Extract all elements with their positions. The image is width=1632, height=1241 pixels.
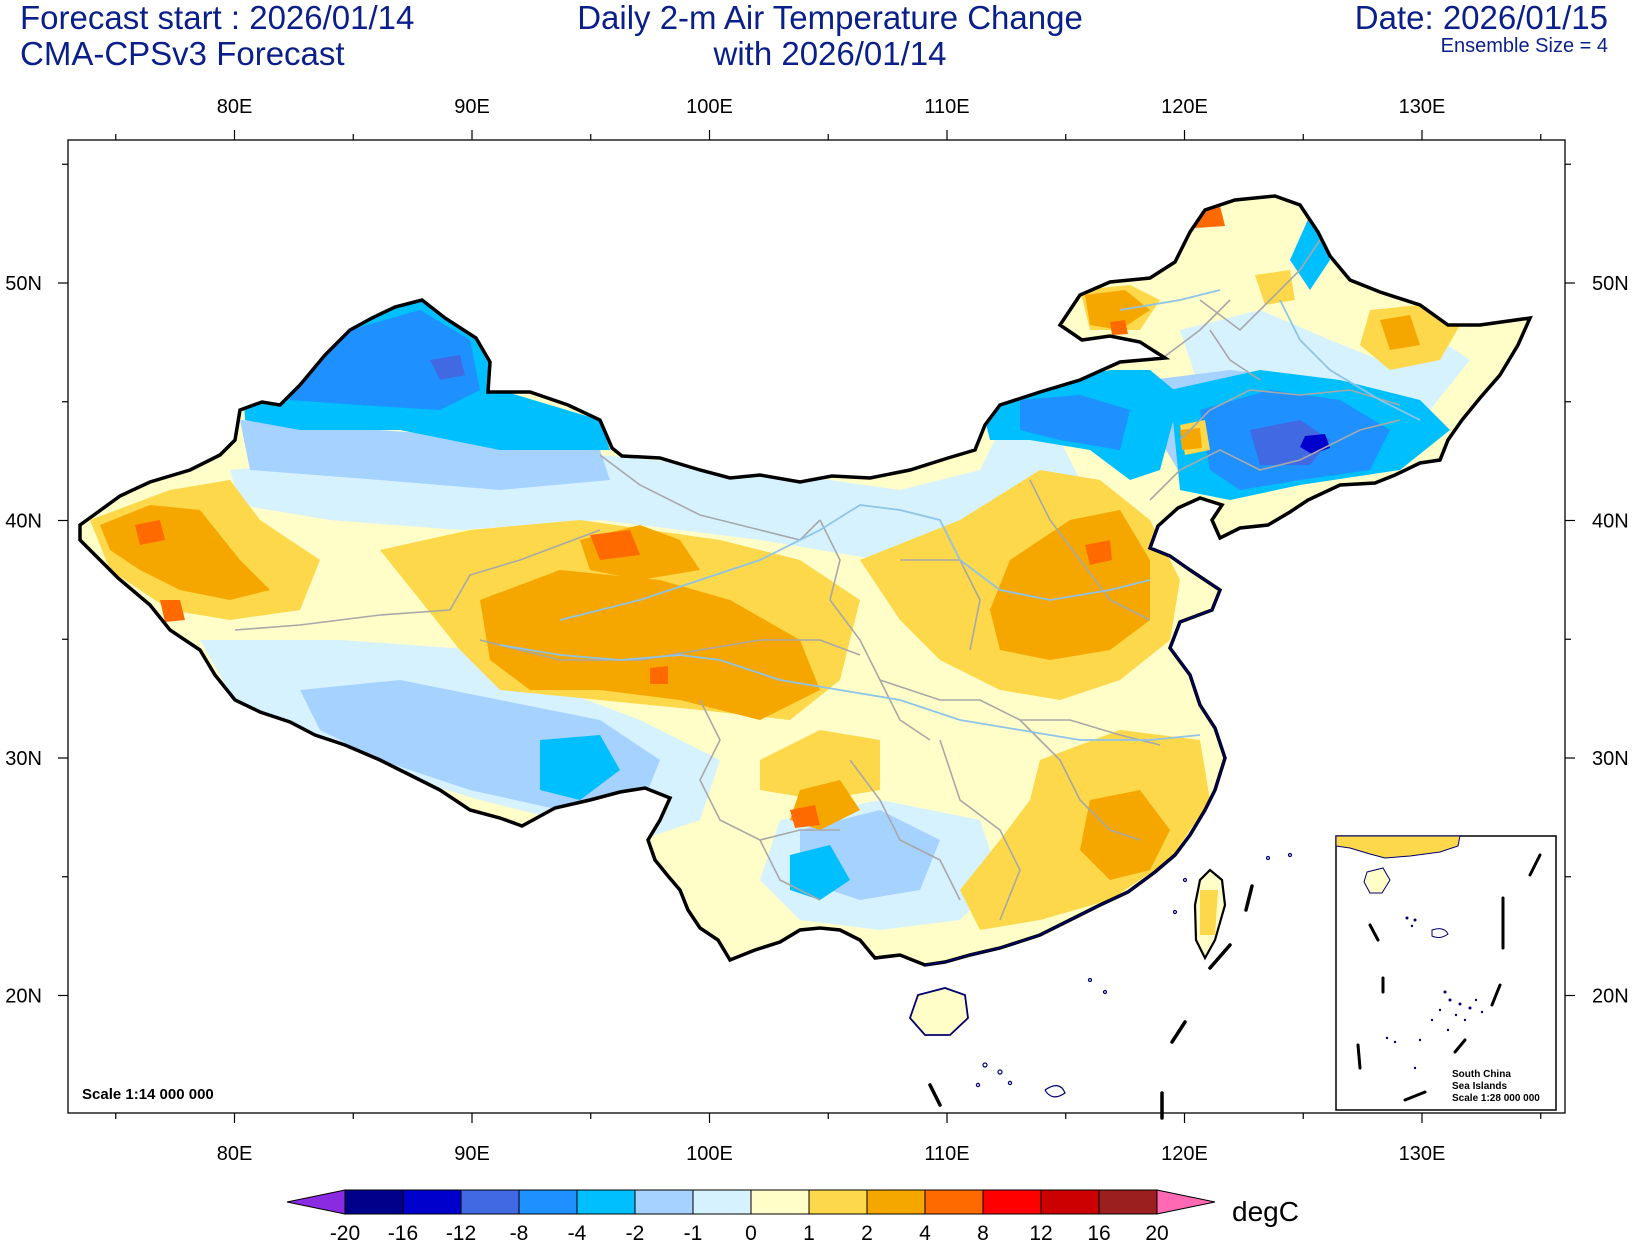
map-title: Daily 2-m Air Temperature Change with 20… [430, 0, 1230, 72]
colorbar-swatch [460, 1189, 520, 1215]
colorbar-swatch [518, 1189, 578, 1215]
small-islands [975, 852, 1293, 1098]
colorbar-swatch [1098, 1189, 1158, 1215]
title-line2: with 2026/01/14 [713, 35, 947, 72]
colorbar-tick-label: -20 [330, 1222, 360, 1241]
colorbar-swatch [634, 1189, 694, 1215]
forecast-start-text: Forecast start : 2026/01/14 [20, 0, 415, 36]
colorbar-tick-label: 8 [977, 1222, 989, 1241]
lat-label-left: 30N [5, 748, 42, 770]
maritime-boundary-dashes [928, 884, 1254, 1120]
colorbar-swatch [692, 1189, 752, 1215]
lon-label-bottom: 90E [454, 1143, 490, 1165]
latitude-labels-left: 50N 40N 30N 20N [5, 273, 42, 1008]
colorbar-swatch [344, 1189, 404, 1215]
colorbar-tick-label: 20 [1145, 1222, 1168, 1241]
title-line1: Daily 2-m Air Temperature Change [577, 0, 1083, 36]
colorbar-tick-label: -12 [446, 1222, 476, 1241]
lon-label-bottom: 120E [1161, 1143, 1208, 1165]
colorbar-swatch [750, 1189, 810, 1215]
longitude-labels-top: 80E 90E 100E 110E 120E 130E [217, 96, 1446, 118]
inset-label-line1: South China [1452, 1069, 1511, 1080]
colorbar-tick-label: -2 [626, 1222, 645, 1241]
colorbar-tick-label: -1 [684, 1222, 703, 1241]
lon-label-bottom: 110E [924, 1143, 969, 1165]
province-boundaries [234, 239, 1401, 921]
lat-label-left: 20N [5, 986, 42, 1008]
lon-label-top: 120E [1161, 96, 1208, 118]
lon-label-top: 130E [1399, 96, 1446, 118]
lon-label-top: 80E [217, 96, 253, 118]
forecast-header-left: Forecast start : 2026/01/14 CMA-CPSv3 Fo… [20, 0, 414, 72]
lon-label-bottom: 80E [217, 1143, 253, 1165]
inset-scale-text: Scale 1:28 000 000 [1452, 1093, 1540, 1104]
colorbar-tick-label: 1 [803, 1222, 815, 1241]
colorbar-swatch [924, 1189, 984, 1215]
lat-label-right: 40N [1592, 511, 1629, 533]
colorbar-swatch [402, 1189, 462, 1215]
ensemble-size-text: Ensemble Size = 4 [1440, 35, 1608, 57]
colorbar-over-triangle [1156, 1189, 1216, 1215]
colorbar: -20 -16 -12 -8 -4 -2 -1 0 1 2 4 8 12 16 20 [286, 1189, 1216, 1241]
inset-label-line2: Sea Islands [1452, 1081, 1507, 1092]
lat-label-right: 20N [1592, 986, 1629, 1008]
colorbar-tick-label: -8 [510, 1222, 529, 1241]
lat-label-right: 30N [1592, 748, 1629, 770]
colorbar-under-triangle [286, 1189, 346, 1215]
colorbar-swatch [982, 1189, 1042, 1215]
colorbar-tick-label: 16 [1087, 1222, 1110, 1241]
lon-label-top: 100E [686, 96, 733, 118]
lat-label-left: 50N [5, 273, 42, 295]
colorbar-swatch [866, 1189, 926, 1215]
colorbar-swatch [808, 1189, 868, 1215]
lon-label-top: 110E [924, 96, 969, 118]
colorbar-swatch [576, 1189, 636, 1215]
lon-label-top: 90E [454, 96, 490, 118]
lon-label-bottom: 100E [686, 1143, 733, 1165]
latitude-labels-right: 50N 40N 30N 20N [1592, 273, 1629, 1008]
lat-label-right: 50N [1592, 273, 1629, 295]
colorbar-unit: degC [1232, 1196, 1299, 1227]
axis-ticks [58, 130, 1575, 1123]
longitude-labels-bottom: 80E 90E 100E 110E 120E 130E [217, 1143, 1446, 1165]
model-name-text: CMA-CPSv3 Forecast [20, 35, 345, 72]
colorbar-tick-label: 4 [919, 1222, 931, 1241]
coastline [924, 525, 1226, 966]
rivers [499, 289, 1421, 741]
lat-label-left: 40N [5, 511, 42, 533]
colorbar-tick-label: -4 [568, 1222, 587, 1241]
colorbar-tick-label: 0 [745, 1222, 757, 1241]
south-china-sea-inset: South China Sea Islands Scale 1:28 000 0… [1335, 835, 1557, 1111]
colorbar-swatch [1040, 1189, 1100, 1215]
colorbar-tick-label: 2 [861, 1222, 873, 1241]
colorbar-tick-label: -16 [388, 1222, 418, 1241]
date-text: Date: 2026/01/15 [1354, 0, 1608, 36]
lon-label-bottom: 130E [1399, 1143, 1446, 1165]
map-scale-text: Scale 1:14 000 000 [82, 1086, 214, 1103]
colorbar-tick-label: 12 [1029, 1222, 1052, 1241]
